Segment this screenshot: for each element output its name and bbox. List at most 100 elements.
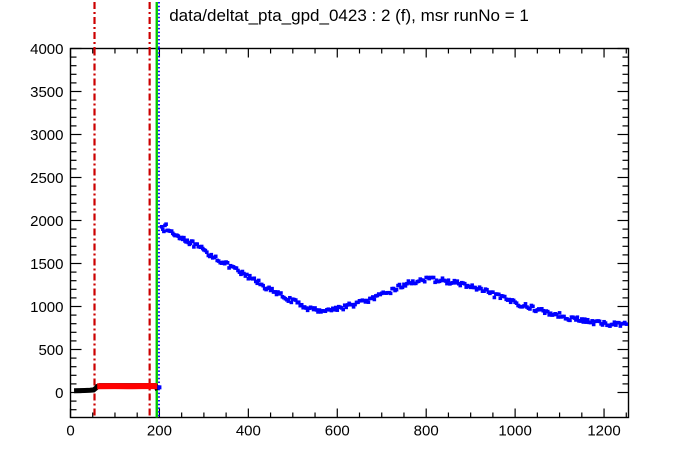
data-point: [192, 245, 196, 249]
data-point: [498, 296, 503, 301]
data-point: [528, 307, 532, 311]
data-point: [580, 317, 584, 321]
data-point: [556, 315, 560, 319]
data-point: [591, 322, 596, 327]
data-point: [457, 281, 461, 286]
data-point: [335, 308, 340, 312]
data-point: [451, 281, 455, 285]
data-point: [353, 302, 357, 307]
data-point: [446, 278, 451, 283]
y-tick-label: 500: [38, 342, 63, 359]
data-point: [342, 303, 347, 308]
y-tick-label: 3500: [30, 84, 63, 101]
data-point: [188, 241, 193, 246]
vertical-marker-lines: [93, 2, 160, 418]
data-point: [366, 300, 371, 304]
data-point: [416, 279, 421, 284]
y-tick-label: 1000: [30, 299, 63, 316]
data-point: [273, 290, 277, 294]
data-point: [581, 320, 586, 324]
data-point: [458, 283, 463, 288]
data-point: [455, 279, 460, 283]
data-point: [313, 306, 317, 310]
data-point: [286, 299, 291, 303]
data-point: [317, 308, 322, 312]
data-point: [618, 324, 623, 328]
data-point: [405, 281, 409, 286]
data-point: [600, 323, 605, 327]
data-point: [590, 319, 594, 323]
data-point: [485, 287, 489, 292]
data-point: [514, 301, 519, 305]
data-point: [329, 308, 334, 313]
data-point: [341, 307, 346, 312]
x-tick-label: 1000: [498, 423, 531, 440]
data-point: [289, 300, 294, 305]
data-point: [440, 276, 445, 281]
data-point: [344, 305, 348, 310]
y-axis-tick-labels: 0 500 1000 1500 2000 2500 3000 3500 4000: [30, 41, 63, 402]
data-point: [162, 229, 166, 234]
y-tick-label: 3000: [30, 127, 63, 144]
data-point: [443, 279, 448, 283]
data-point: [245, 272, 249, 277]
data-point: [391, 286, 396, 291]
data-point: [274, 292, 279, 297]
data-point: [507, 297, 511, 302]
data-point: [612, 320, 617, 324]
data-point: [574, 318, 578, 322]
data-point: [545, 309, 550, 314]
data-point: [160, 227, 165, 231]
data-point: [316, 310, 320, 314]
data-point: [578, 319, 583, 323]
y-tick-label: 2500: [30, 170, 63, 187]
data-point: [293, 298, 298, 302]
data-point: [332, 307, 337, 312]
data-point: [288, 295, 292, 300]
data-series-group: [73, 222, 629, 394]
x-axis-ticks: [69, 48, 627, 418]
data-point: [452, 278, 457, 283]
data-point: [305, 308, 310, 313]
data-point: [411, 279, 415, 283]
data-point: [185, 238, 190, 243]
data-point: [433, 280, 437, 285]
data-point: [548, 311, 553, 316]
data-point: [299, 302, 304, 307]
data-point: [256, 278, 261, 283]
x-tick-label: 1200: [587, 423, 620, 440]
data-point: [508, 300, 513, 305]
data-point: [314, 308, 319, 312]
data-point: [568, 318, 572, 323]
data-point: [239, 272, 243, 277]
data-point: [350, 302, 354, 307]
data-point: [190, 239, 195, 244]
x-tick-label: 600: [325, 423, 350, 440]
x-tick-label: 800: [414, 423, 439, 440]
data-point: [422, 279, 427, 284]
data-point: [482, 289, 486, 293]
data-point: [227, 266, 231, 270]
data-point: [539, 307, 544, 311]
data-point: [611, 322, 615, 327]
data-point: [445, 281, 449, 286]
data-point: [400, 285, 405, 290]
y-tick-label: 2000: [30, 213, 63, 230]
data-point: [267, 285, 271, 290]
data-point: [479, 286, 483, 291]
data-point: [502, 294, 507, 299]
data-point: [240, 269, 245, 274]
data-point: [255, 281, 260, 286]
data-point: [157, 385, 162, 390]
data-point: [492, 295, 497, 300]
data-point: [371, 295, 375, 299]
data-point: [333, 305, 338, 310]
y-tick-label: 4000: [30, 41, 63, 58]
data-point: [403, 284, 408, 288]
data-point: [409, 281, 414, 286]
data-point: [397, 282, 402, 287]
data-point: [562, 314, 566, 319]
x-tick-label: 0: [66, 423, 74, 440]
